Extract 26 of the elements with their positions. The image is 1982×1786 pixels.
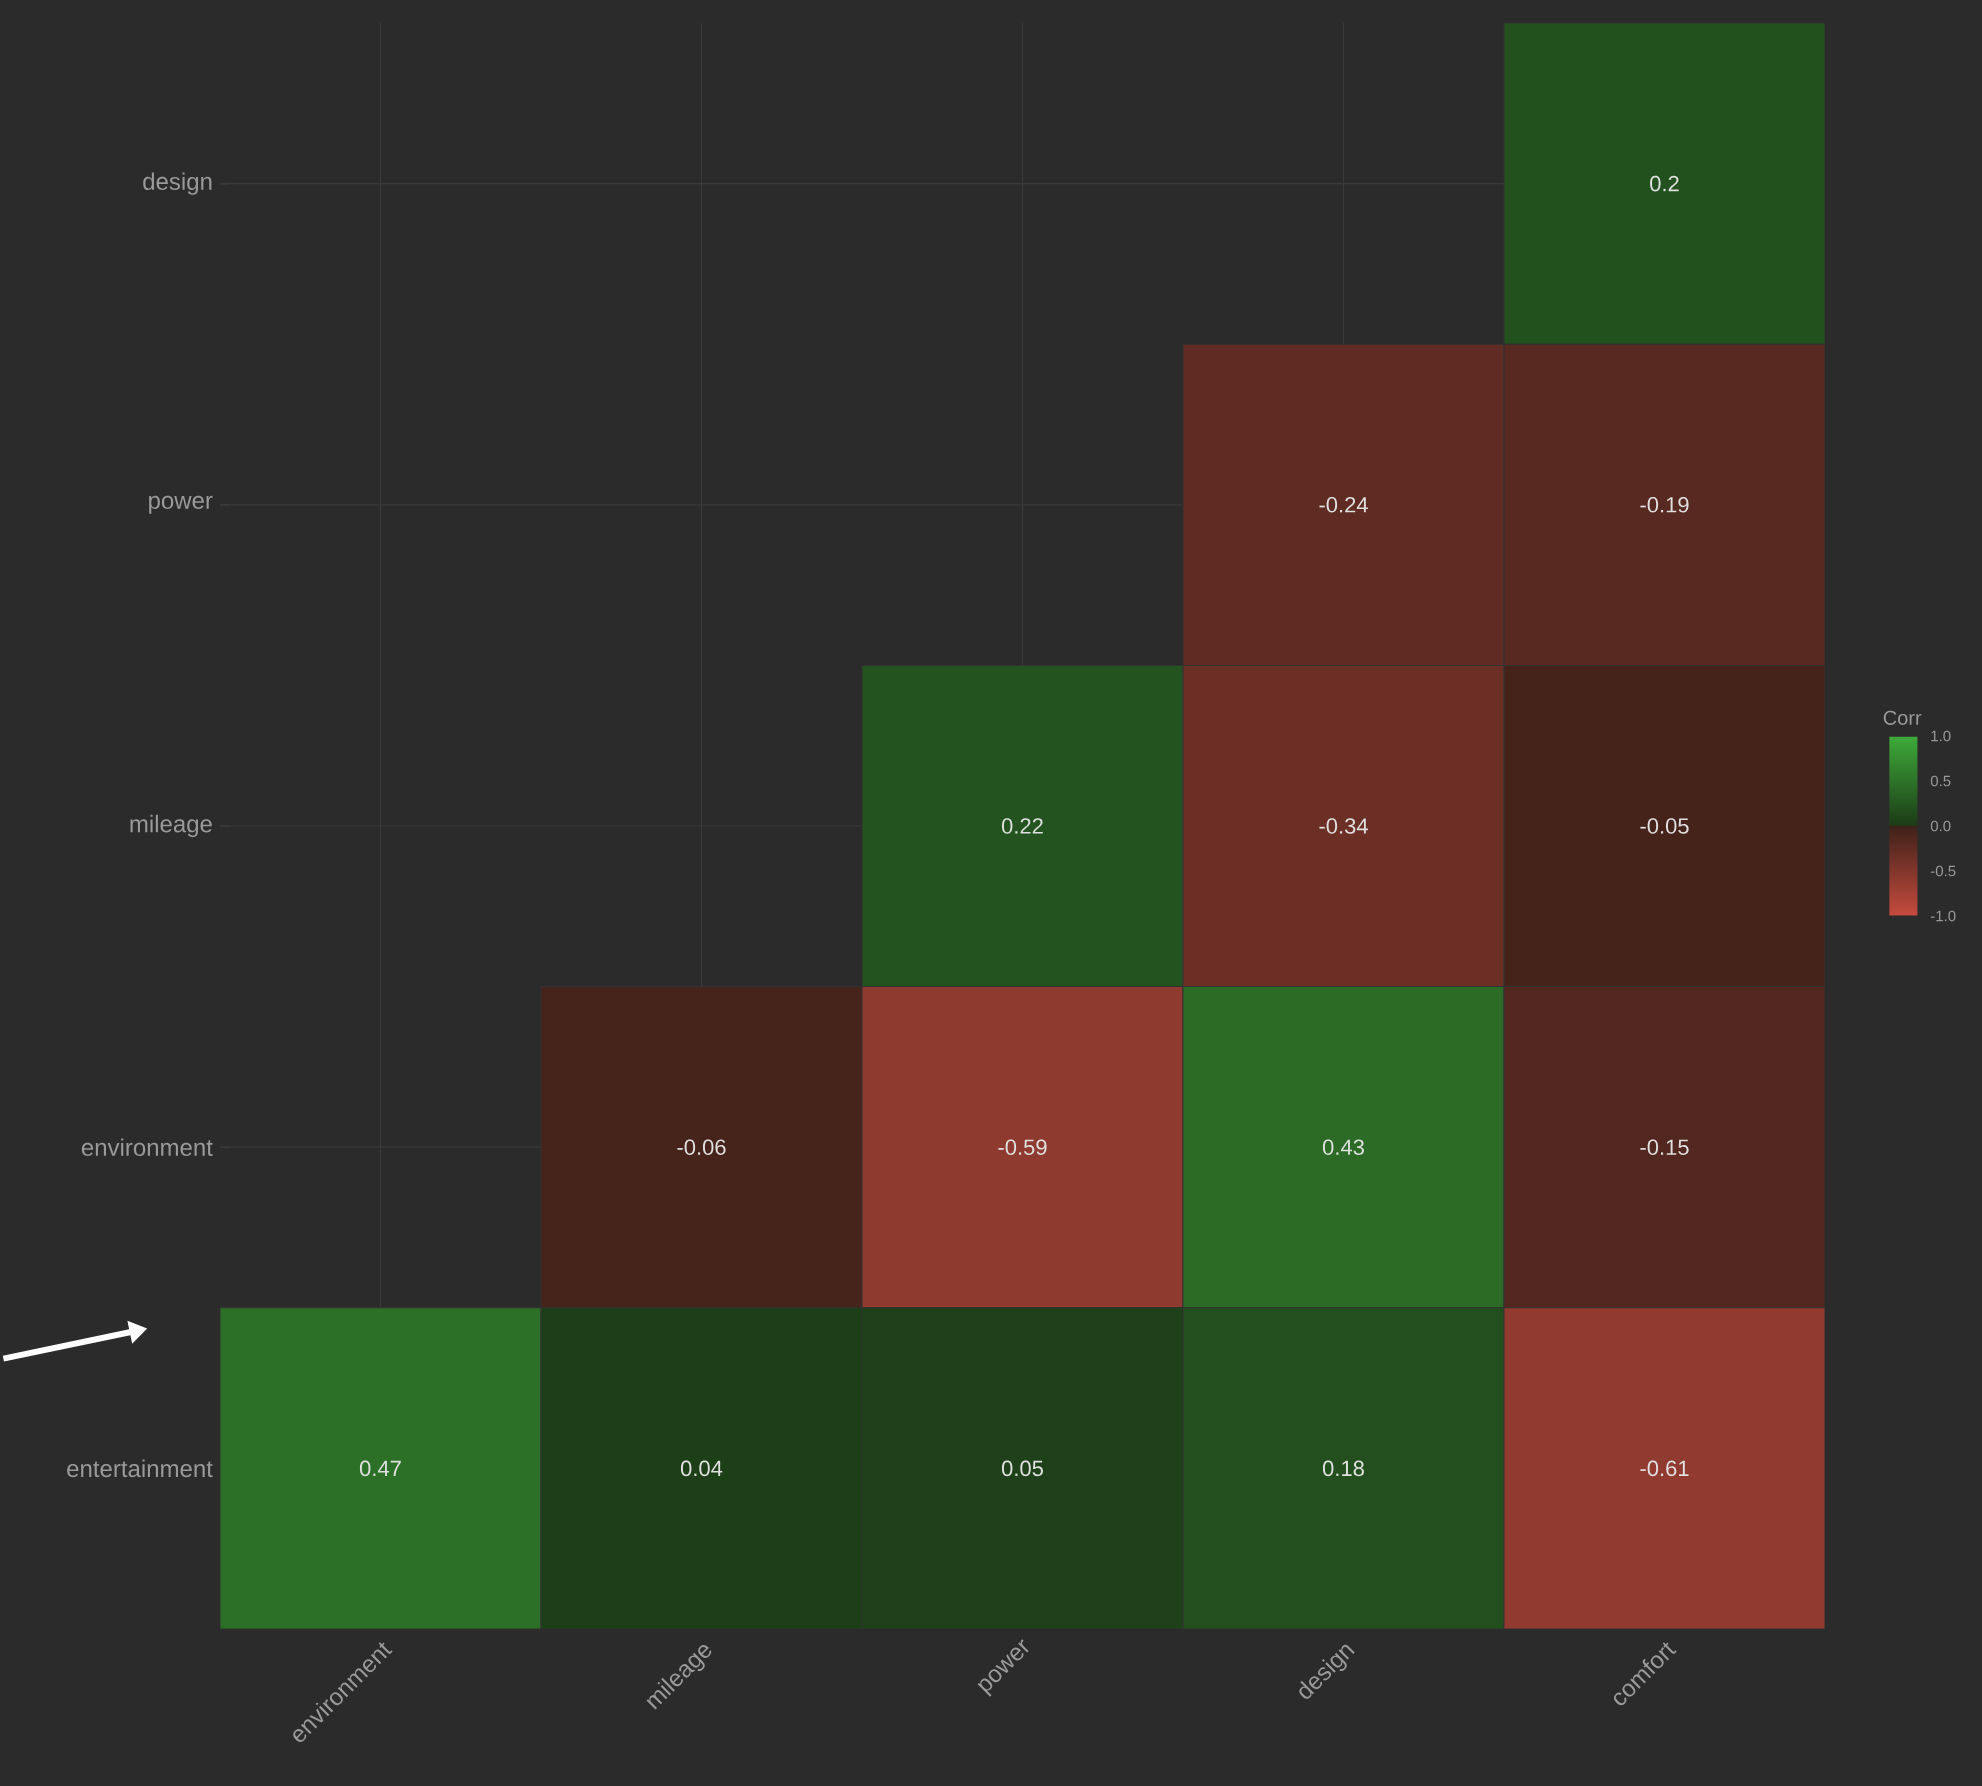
color-bar-label: 1.0 — [1931, 730, 1951, 742]
y-tick-label: power — [149, 495, 213, 514]
data-label: -0.34 — [1319, 818, 1368, 834]
data-label: 0.04 — [680, 1460, 723, 1477]
data-label: -0.59 — [998, 1139, 1047, 1155]
data-label: 0.22 — [1001, 818, 1043, 834]
y-tick-label: environment — [81, 1138, 213, 1156]
y-tick-label: design — [143, 172, 212, 195]
color-bar-label: -0.5 — [1930, 865, 1956, 877]
data-label: 0.2 — [1650, 175, 1679, 192]
data-label: -0.61 — [1640, 1460, 1689, 1477]
data-label: -0.05 — [1640, 818, 1689, 834]
data-label: 0.18 — [1322, 1460, 1364, 1477]
data-label: -0.19 — [1640, 497, 1689, 513]
data-label: 0.43 — [1322, 1139, 1364, 1155]
color-bar-label: 0.5 — [1930, 775, 1951, 787]
color-bar-label: -1.0 — [1930, 910, 1956, 922]
data-label: -0.24 — [1319, 497, 1368, 513]
data-label: -0.15 — [1640, 1139, 1689, 1155]
data-label: -0.06 — [677, 1139, 726, 1155]
y-tick-label: entertainment — [67, 1459, 213, 1478]
y-tick-label: mileage — [130, 814, 212, 838]
color-bar-label: 0.0 — [1930, 820, 1951, 832]
data-label: 0.05 — [1001, 1460, 1043, 1477]
data-label: 0.47 — [359, 1460, 401, 1477]
color-bar-title: Corr — [1883, 710, 1922, 725]
